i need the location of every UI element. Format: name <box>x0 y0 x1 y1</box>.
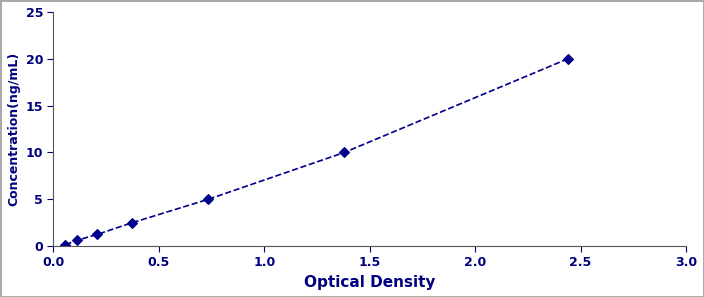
Y-axis label: Concentration(ng/mL): Concentration(ng/mL) <box>7 52 20 206</box>
X-axis label: Optical Density: Optical Density <box>304 275 436 290</box>
